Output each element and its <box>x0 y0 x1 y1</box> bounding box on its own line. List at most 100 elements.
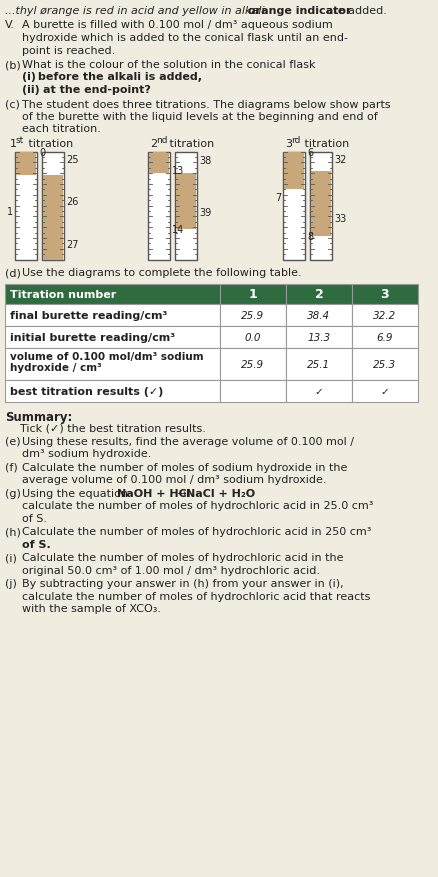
Text: 1: 1 <box>10 139 17 149</box>
Bar <box>310 172 330 237</box>
Text: calculate the number of moles of hydrochloric acid in 25.0 cm³: calculate the number of moles of hydroch… <box>22 501 373 511</box>
Text: 2: 2 <box>150 139 157 149</box>
Text: of S.: of S. <box>22 539 51 549</box>
Text: →: → <box>173 488 190 498</box>
Text: hydroxide which is added to the conical flask until an end-: hydroxide which is added to the conical … <box>22 33 347 43</box>
Text: Summary:: Summary: <box>5 410 72 424</box>
Text: of the burette with the liquid levels at the beginning and end of: of the burette with the liquid levels at… <box>22 112 377 122</box>
Text: 32.2: 32.2 <box>373 310 396 321</box>
Bar <box>219 285 285 304</box>
Text: Using the equation: Using the equation <box>22 488 128 498</box>
Text: (ii): (ii) <box>22 85 43 95</box>
Text: original 50.0 cm³ of 1.00 mol / dm³ hydrochloric acid.: original 50.0 cm³ of 1.00 mol / dm³ hydr… <box>22 566 319 575</box>
Text: (d): (d) <box>5 268 21 278</box>
Text: 25.3: 25.3 <box>373 360 396 369</box>
Bar <box>5 326 219 348</box>
Text: 13: 13 <box>172 166 184 175</box>
Text: 27: 27 <box>66 240 78 250</box>
Bar <box>175 153 197 260</box>
Text: 25.9: 25.9 <box>241 310 264 321</box>
Bar <box>5 381 219 403</box>
Text: Calculate the number of moles of hydrochloric acid in the: Calculate the number of moles of hydroch… <box>22 553 343 563</box>
Text: dm³ sodium hydroxide.: dm³ sodium hydroxide. <box>22 449 151 459</box>
Text: are added.: are added. <box>322 6 386 16</box>
Text: The student does three titrations. The diagrams below show parts: The student does three titrations. The d… <box>22 99 390 110</box>
Text: ✓: ✓ <box>380 387 389 396</box>
Text: average volume of 0.100 mol / dm³ sodium hydroxide.: average volume of 0.100 mol / dm³ sodium… <box>22 475 326 485</box>
Text: titration: titration <box>25 139 73 149</box>
Text: 2: 2 <box>314 289 323 301</box>
Text: (c): (c) <box>5 99 20 110</box>
Text: NaCl + H₂O: NaCl + H₂O <box>186 488 254 498</box>
Text: Use the diagrams to complete the following table.: Use the diagrams to complete the followi… <box>22 268 301 278</box>
Text: ✓: ✓ <box>314 387 323 396</box>
Text: Tick (✓) the best titration results.: Tick (✓) the best titration results. <box>20 423 205 433</box>
Text: (i): (i) <box>22 73 44 82</box>
Bar <box>285 326 351 348</box>
Text: titration: titration <box>300 139 349 149</box>
Text: 3: 3 <box>380 289 389 301</box>
Text: (e): (e) <box>5 437 21 446</box>
Text: 3: 3 <box>284 139 291 149</box>
Text: with the sample of XCO₃.: with the sample of XCO₃. <box>22 603 161 614</box>
Text: 8: 8 <box>306 232 312 241</box>
Bar <box>42 153 64 260</box>
Text: (g): (g) <box>5 488 21 498</box>
Bar <box>285 381 351 403</box>
Text: titration: titration <box>166 139 214 149</box>
Bar <box>43 176 63 260</box>
Bar <box>5 348 219 381</box>
Text: Using these results, find the average volume of 0.100 mol /: Using these results, find the average vo… <box>22 437 353 446</box>
Text: 39: 39 <box>198 208 211 217</box>
Text: each titration.: each titration. <box>22 125 101 134</box>
Text: 1: 1 <box>7 207 13 217</box>
Text: 7: 7 <box>274 193 280 203</box>
Text: 26: 26 <box>66 197 78 207</box>
Text: 14: 14 <box>172 225 184 235</box>
Bar <box>285 348 351 381</box>
Text: ...thyl ørange is red in acid and yellow in alkali.: ...thyl ørange is red in acid and yellow… <box>5 6 268 16</box>
Text: hydroxide / cm³: hydroxide / cm³ <box>10 363 102 373</box>
Text: point is reached.: point is reached. <box>22 46 115 55</box>
Text: 13.3: 13.3 <box>307 332 330 343</box>
Text: nd: nd <box>155 136 167 145</box>
Text: (f): (f) <box>5 462 18 473</box>
Text: Calculate the number of moles of sodium hydroxide in the: Calculate the number of moles of sodium … <box>22 462 346 473</box>
Bar <box>5 285 219 304</box>
Bar <box>219 326 285 348</box>
Text: before the alkali is added,: before the alkali is added, <box>38 73 201 82</box>
Bar <box>351 285 417 304</box>
Bar <box>219 381 285 403</box>
Text: at the end-point?: at the end-point? <box>43 85 151 95</box>
Bar <box>351 381 417 403</box>
Bar <box>219 304 285 326</box>
Text: What is the colour of the solution in the conical flask: What is the colour of the solution in th… <box>22 60 315 70</box>
Text: NaOH + HCl: NaOH + HCl <box>117 488 190 498</box>
Bar <box>351 348 417 381</box>
Bar <box>285 285 351 304</box>
Bar <box>283 153 303 190</box>
Text: (h): (h) <box>5 527 21 537</box>
Bar <box>176 174 195 230</box>
Bar <box>351 304 417 326</box>
Text: 6: 6 <box>306 147 312 157</box>
Bar <box>351 326 417 348</box>
Bar <box>148 153 170 260</box>
Text: (b): (b) <box>5 60 21 70</box>
Bar <box>148 153 169 174</box>
Text: A burette is filled with 0.100 mol / dm³ aqueous sodium: A burette is filled with 0.100 mol / dm³… <box>22 20 332 31</box>
Text: (j): (j) <box>5 579 17 588</box>
Text: calculate the number of moles of hydrochloric acid that reacts: calculate the number of moles of hydroch… <box>22 591 370 602</box>
Bar <box>16 153 36 176</box>
Bar <box>5 304 219 326</box>
Text: st: st <box>16 136 24 145</box>
Text: rd: rd <box>290 136 300 145</box>
Text: (i): (i) <box>5 553 17 563</box>
Text: By subtracting your answer in (h) from your answer in (i),: By subtracting your answer in (h) from y… <box>22 579 343 588</box>
Text: 33: 33 <box>333 214 346 225</box>
Text: 32: 32 <box>333 155 346 165</box>
Bar <box>15 153 37 260</box>
Text: orange indicator: orange indicator <box>247 6 351 16</box>
Text: best titration results (✓): best titration results (✓) <box>10 387 163 396</box>
Text: final burette reading/cm³: final burette reading/cm³ <box>10 310 167 321</box>
